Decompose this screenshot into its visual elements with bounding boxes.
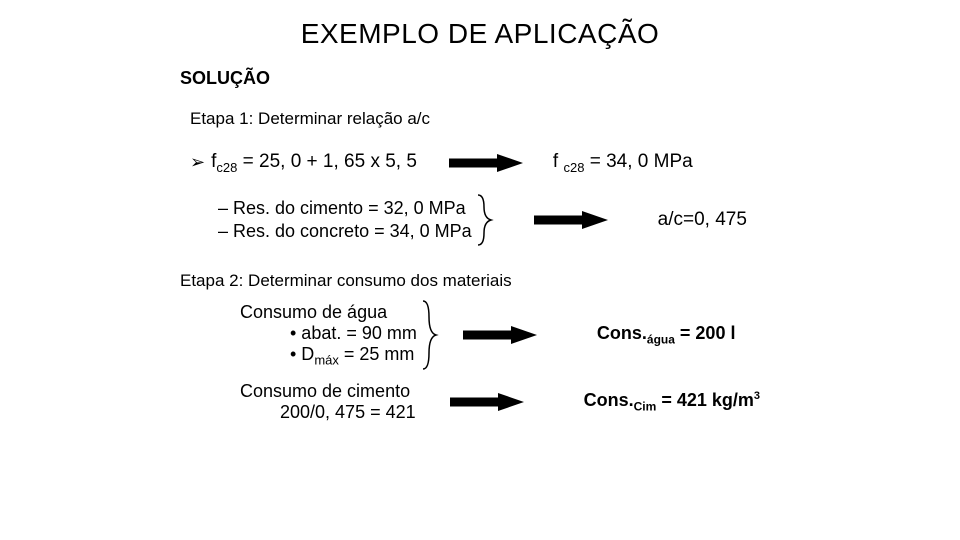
consumo-cimento-text: Consumo de cimento 200/0, 475 = 421 (240, 381, 416, 423)
formula-row-1: ➢ fc28 = 25, 0 + 1, 65 x 5, 5 f c28 = 34… (190, 151, 960, 175)
consumo-agua-block: Consumo de água • abat. = 90 mm • Dmáx =… (240, 299, 960, 371)
arrow-icon (459, 324, 539, 346)
cons-agua-result: Cons.água = 200 l (597, 323, 736, 347)
result-fc28: f c28 = 34, 0 MPa (553, 151, 693, 175)
brace-icon (476, 193, 494, 247)
resistance-block: – Res. do cimento = 32, 0 MPa – Res. do … (218, 193, 960, 247)
page-title: EXEMPLO DE APLICAÇÃO (0, 0, 960, 50)
etapa2-label: Etapa 2: Determinar consumo dos materiai… (180, 271, 960, 291)
consumo-agua-text: Consumo de água • abat. = 90 mm • Dmáx =… (240, 302, 417, 368)
formula-fc28: fc28 = 25, 0 + 1, 65 x 5, 5 (211, 151, 417, 175)
resistance-lines: – Res. do cimento = 32, 0 MPa – Res. do … (218, 196, 472, 244)
res-cimento: – Res. do cimento = 32, 0 MPa (218, 198, 472, 219)
etapa1-label: Etapa 1: Determinar relação a/c (190, 109, 960, 129)
consumo-cimento-title: Consumo de cimento (240, 381, 416, 402)
res-concreto: – Res. do concreto = 34, 0 MPa (218, 221, 472, 242)
arrow-icon (446, 391, 526, 413)
solution-label: SOLUÇÃO (180, 68, 960, 89)
consumo-dmax: • Dmáx = 25 mm (290, 344, 417, 368)
cons-cim-result: Cons.Cim = 421 kg/m3 (584, 390, 760, 414)
consumo-abat: • abat. = 90 mm (290, 323, 417, 344)
brace-icon (421, 299, 439, 371)
triangle-bullet-icon: ➢ (190, 152, 205, 173)
consumo-cimento-block: Consumo de cimento 200/0, 475 = 421 Cons… (240, 381, 960, 423)
ac-result: a/c=0, 475 (658, 209, 747, 231)
arrow-icon (530, 209, 610, 231)
consumo-cimento-calc: 200/0, 475 = 421 (280, 402, 416, 423)
arrow-icon (445, 152, 525, 174)
consumo-agua-title: Consumo de água (240, 302, 417, 323)
